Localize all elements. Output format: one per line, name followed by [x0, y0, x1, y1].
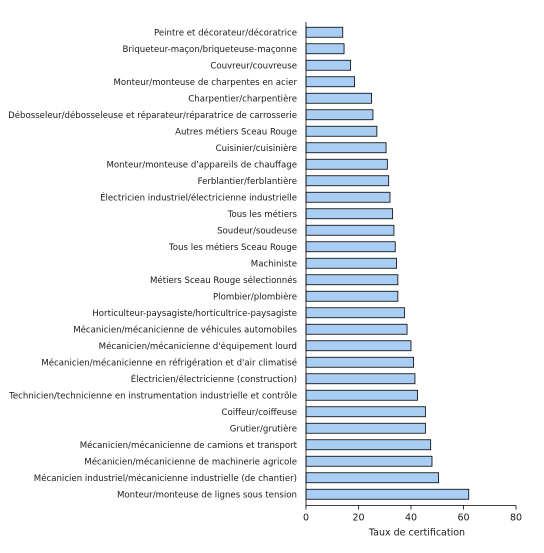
category-label: Soudeur/soudeuse	[217, 226, 297, 236]
category-label: Mécanicien/mécanicienne de machinerie ag…	[84, 456, 297, 467]
bar	[305, 439, 432, 451]
category-label: Mécanicien/mécanicienne d'équipement lou…	[99, 341, 297, 352]
category-label: Mécanicien/mécanicienne de camions et tr…	[80, 440, 298, 451]
category-label: Monteur/monteuse de charpentes en acier	[114, 78, 298, 88]
category-label: Machiniste	[251, 259, 297, 269]
category-label: Mécanicien/mécanicienne en réfrigération…	[41, 357, 297, 368]
category-label: Monteur/monteuse d'appareils de chauffag…	[107, 160, 298, 170]
bar	[305, 109, 374, 121]
bar	[305, 26, 344, 38]
bar	[305, 241, 396, 253]
bar	[305, 76, 355, 88]
bar	[305, 274, 399, 286]
category-label: Grutier/grutière	[230, 423, 297, 434]
bar	[305, 59, 352, 71]
bar	[305, 373, 416, 385]
x-tick-label: 40	[405, 513, 417, 524]
category-label: Technicien/technicienne en instrumentati…	[8, 390, 297, 401]
category-label: Tous les métiers	[227, 209, 298, 220]
bar	[305, 356, 415, 368]
category-label: Plombier/plombière	[213, 291, 297, 302]
bar	[305, 307, 405, 319]
bar	[305, 340, 412, 352]
bar	[305, 224, 395, 236]
category-label: Couvreur/couvreuse	[210, 61, 297, 71]
bar	[305, 257, 397, 269]
bar	[305, 92, 373, 104]
x-axis-title: Taux de certification	[368, 528, 465, 539]
category-label: Briqueteur-maçon/briqueteuse-maçonne	[123, 45, 298, 55]
category-label: Mécanicien industriel/mécanicienne indus…	[34, 473, 297, 484]
bar	[305, 422, 426, 434]
x-tick-label: 0	[303, 513, 309, 524]
category-label: Électricien/électricienne (construction)	[131, 373, 297, 385]
category-label: Mécanicien/mécanicienne de véhicules aut…	[73, 324, 297, 335]
x-axis-ticks: 0 20 40 60 80	[303, 505, 522, 524]
x-tick-label: 60	[457, 513, 469, 524]
category-label: Charpentier/charpentière	[188, 93, 297, 104]
category-label: Cuisinier/cuisinière	[216, 143, 297, 154]
category-label: Monteur/monteuse de lignes sous tension	[117, 490, 297, 500]
bar	[305, 406, 426, 418]
bar	[305, 43, 345, 55]
category-label: Tous les métiers Sceau Rouge	[168, 242, 297, 253]
category-label: Ferblantier/ferblantière	[198, 176, 297, 187]
category-label: Autres métiers Sceau Rouge	[175, 126, 297, 137]
category-label: Débosseleur/débosseleuse et réparateur/r…	[8, 110, 297, 121]
bars	[305, 26, 470, 500]
bar	[305, 323, 408, 335]
category-label: Métiers Sceau Rouge sélectionnés	[150, 275, 298, 286]
x-tick-label: 80	[510, 513, 522, 524]
bar	[305, 455, 433, 467]
bar	[305, 290, 399, 302]
bar	[305, 191, 391, 203]
category-label: Peintre et décorateur/décoratrice	[154, 27, 297, 38]
bar	[305, 389, 418, 401]
category-label: Coiffeur/coiffeuse	[221, 408, 297, 418]
bar	[305, 472, 439, 484]
bar	[305, 175, 390, 187]
bar	[305, 158, 388, 170]
bar	[305, 488, 470, 500]
category-label: Électricien industriel/électricienne ind…	[100, 191, 297, 203]
bar	[305, 125, 378, 137]
bar	[305, 142, 387, 154]
category-labels: Peintre et décorateur/décoratrice Briquet…	[8, 27, 298, 500]
category-label: Horticulteur-paysagiste/horticultrice-pa…	[92, 309, 297, 319]
x-tick-label: 20	[352, 513, 364, 524]
bar	[305, 208, 394, 220]
